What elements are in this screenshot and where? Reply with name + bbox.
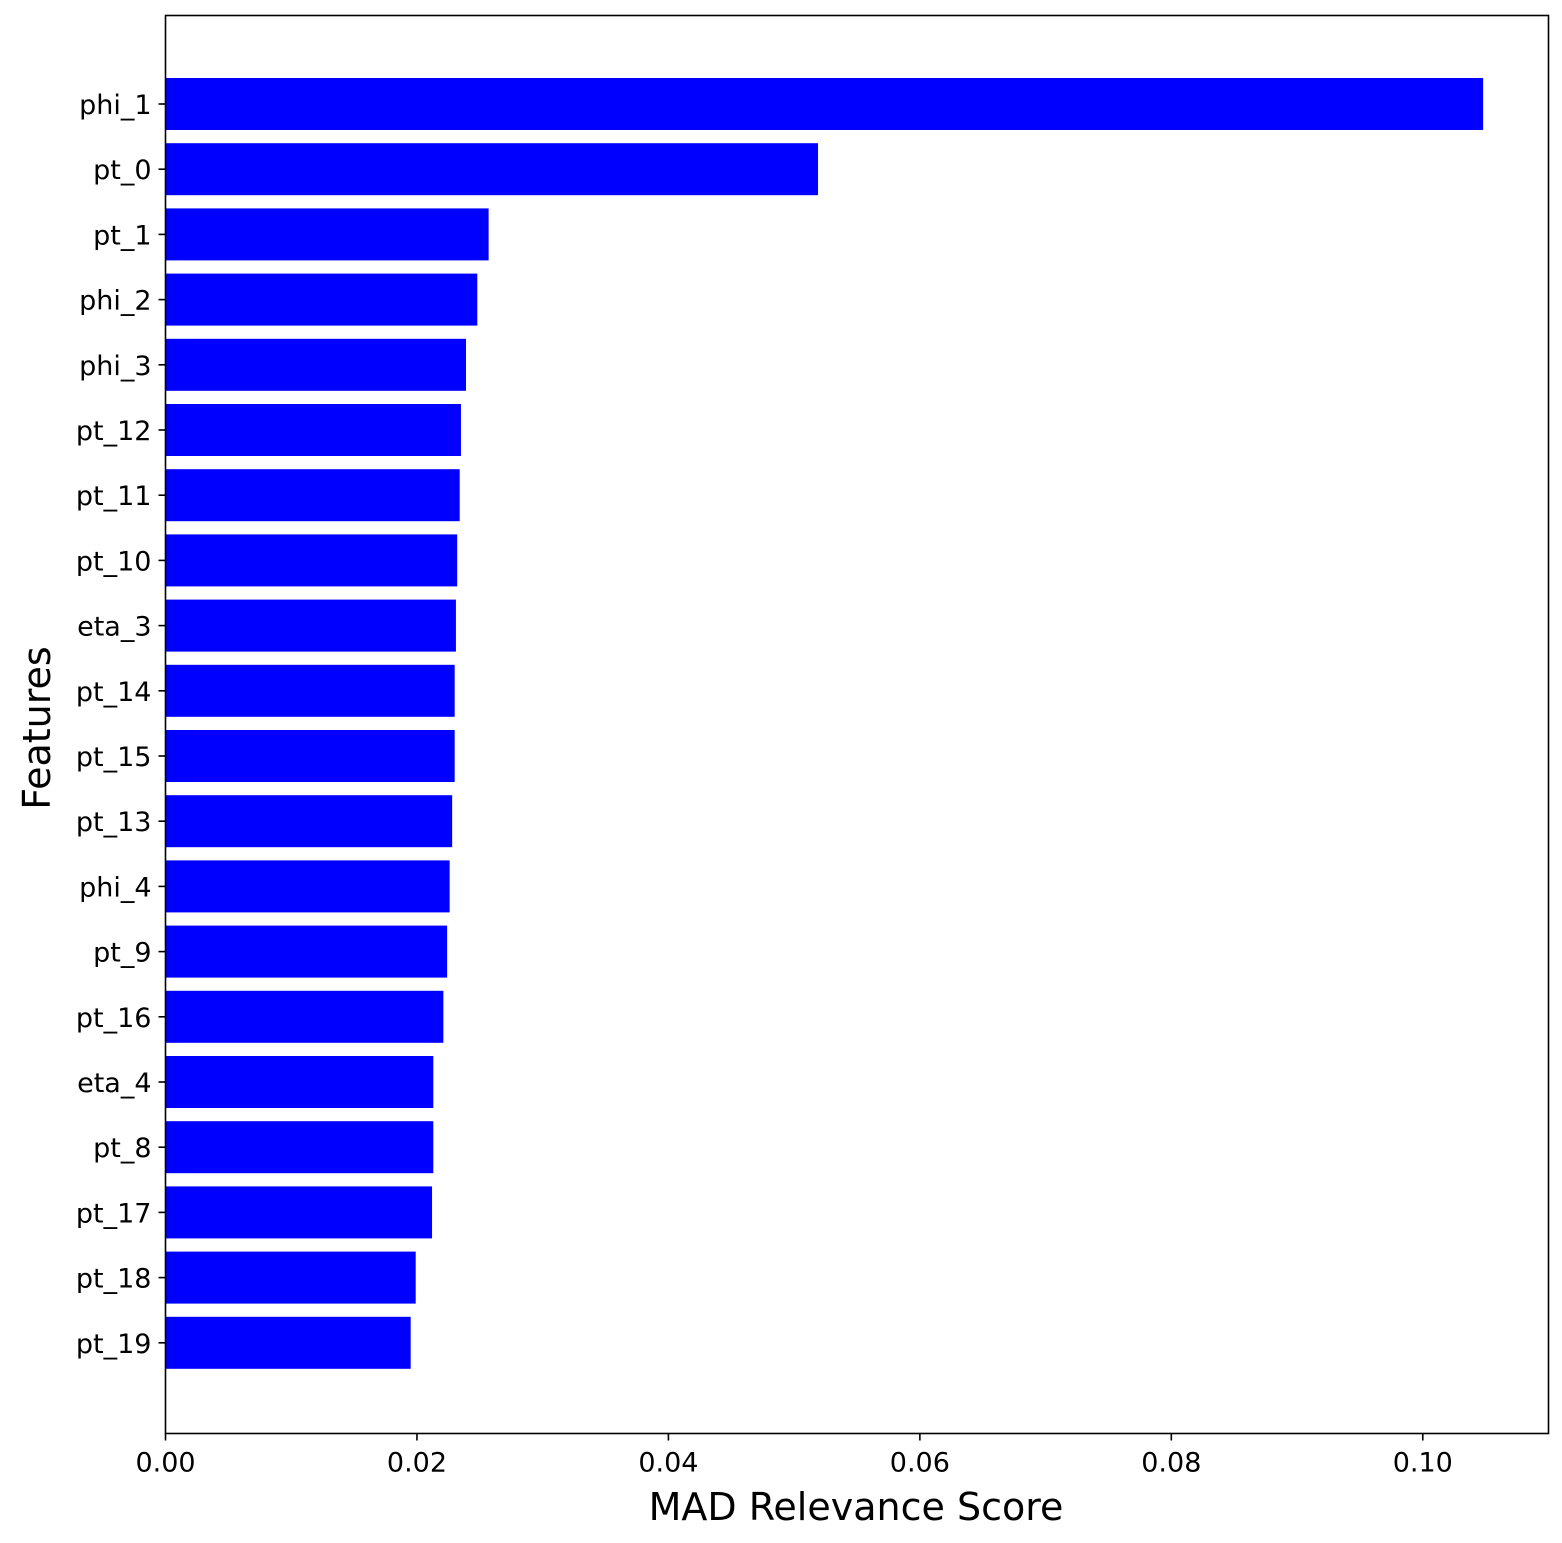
bar-phi_1 xyxy=(165,78,1484,130)
y-tick-label-phi_3: phi_3 xyxy=(79,351,151,382)
y-tick-label-pt_9: pt_9 xyxy=(93,938,151,969)
y-tick-label-pt_15: pt_15 xyxy=(76,742,152,773)
x-axis-ticks: 0.00 0.02 0.04 0.06 0.08 0.10 xyxy=(135,1433,1453,1479)
y-tick-label-pt_11: pt_11 xyxy=(76,481,152,512)
bar-pt_8 xyxy=(165,1121,434,1174)
x-tick-label: 0.08 xyxy=(1141,1448,1201,1479)
x-axis-label: MAD Relevance Score xyxy=(649,1485,1064,1529)
x-tick-label: 0.06 xyxy=(890,1448,950,1479)
bar-eta_4 xyxy=(165,1056,434,1108)
y-tick-label-pt_19: pt_19 xyxy=(76,1329,152,1360)
bar-pt_13 xyxy=(165,795,453,848)
bar-pt_16 xyxy=(165,990,444,1043)
y-tick-label-pt_13: pt_13 xyxy=(76,807,152,838)
y-tick-label-pt_8: pt_8 xyxy=(93,1133,151,1164)
y-tick-label-phi_2: phi_2 xyxy=(79,286,151,317)
bar-pt_18 xyxy=(165,1251,416,1304)
x-tick-label: 0.00 xyxy=(135,1448,195,1479)
bar-phi_3 xyxy=(165,338,466,391)
bar-phi_4 xyxy=(165,860,450,913)
bar-pt_14 xyxy=(165,664,455,717)
plot-frame xyxy=(164,14,1550,1435)
bar-pt_15 xyxy=(165,730,455,782)
bar-phi_2 xyxy=(165,273,478,326)
bar-pt_9 xyxy=(165,925,448,978)
y-tick-label-pt_16: pt_16 xyxy=(76,1003,152,1034)
y-tick-label-pt_17: pt_17 xyxy=(76,1198,152,1229)
y-tick-label-pt_1: pt_1 xyxy=(93,220,151,251)
x-tick-label: 0.04 xyxy=(638,1448,698,1479)
y-tick-label-pt_14: pt_14 xyxy=(76,677,152,708)
bar-pt_12 xyxy=(165,404,461,456)
y-tick-label-pt_10: pt_10 xyxy=(76,546,152,577)
bar-pt_19 xyxy=(165,1316,411,1369)
bar-pt_1 xyxy=(165,208,489,261)
y-tick-label-phi_4: phi_4 xyxy=(79,872,151,903)
y-axis-label: Features xyxy=(15,646,59,809)
bar-pt_17 xyxy=(165,1186,433,1239)
y-tick-label-pt_18: pt_18 xyxy=(76,1264,152,1295)
y-tick-label-eta_3: eta_3 xyxy=(77,612,151,643)
y-axis-ticks: phi_1 pt_0 pt_1 phi_2 phi_3 pt_12 pt_11 pt_10et… xyxy=(76,90,166,1360)
bar-eta_3 xyxy=(165,599,456,652)
y-tick-label-eta_4: eta_4 xyxy=(77,1068,151,1099)
bars-group xyxy=(165,78,1484,1369)
y-tick-label-phi_1: phi_1 xyxy=(79,90,151,121)
y-tick-label-pt_12: pt_12 xyxy=(76,416,152,447)
y-tick-label-pt_0: pt_0 xyxy=(93,155,151,186)
x-tick-label: 0.02 xyxy=(387,1448,447,1479)
x-tick-label: 0.10 xyxy=(1393,1448,1453,1479)
bar-pt_10 xyxy=(165,534,458,587)
bar-pt_0 xyxy=(165,143,819,196)
bar-pt_11 xyxy=(165,469,460,522)
